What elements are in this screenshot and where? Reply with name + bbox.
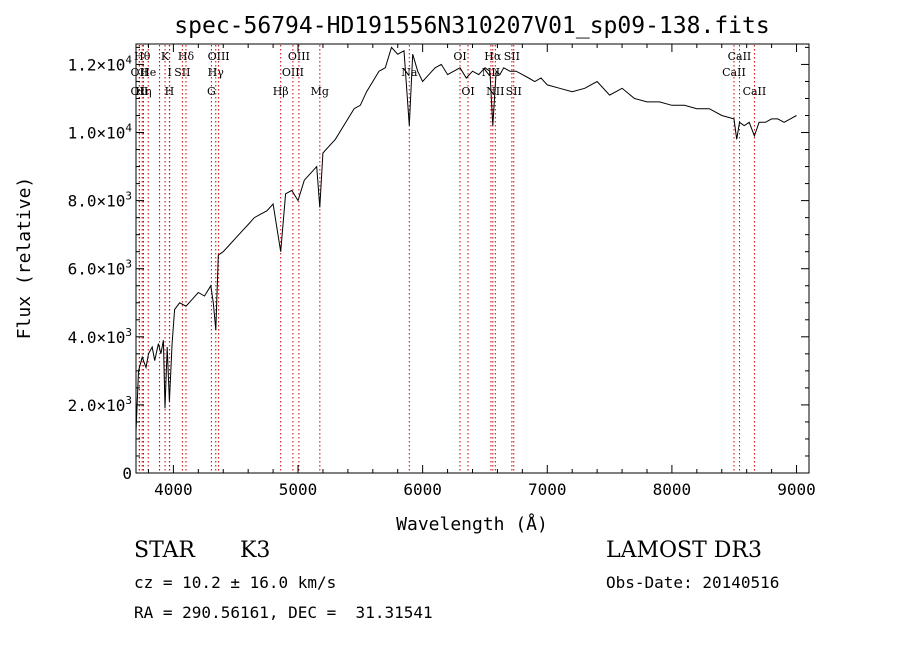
x-tick-label: 5000 <box>279 480 318 499</box>
survey-name: LAMOST DR3 <box>606 538 762 563</box>
line-marker-label: OII <box>131 85 149 98</box>
line-marker-label: OIII <box>288 50 310 63</box>
line-marker-label: Na <box>401 66 418 79</box>
x-tick-label: 8000 <box>653 480 692 499</box>
x-tick-label: 7000 <box>528 480 567 499</box>
line-marker-label: Hδ <box>178 50 195 63</box>
chart-title: spec-56794-HD191556N310207V01_sp09-138.f… <box>174 13 769 39</box>
spectrum-series <box>135 46 797 433</box>
y-tick-label: 0 <box>122 464 132 483</box>
y-tick-label: 8.0×103 <box>68 190 132 211</box>
x-axis-label: Wavelength (Å) <box>396 513 548 535</box>
line-marker-label: OI <box>461 85 474 98</box>
line-marker-label: SII <box>506 85 522 98</box>
line-marker-label: OIII <box>282 66 304 79</box>
line-marker-label: Mg <box>311 85 329 98</box>
x-tick-label: 6000 <box>403 480 442 499</box>
y-tick-label: 1.2×104 <box>68 53 133 74</box>
spectrum-line <box>135 46 797 433</box>
line-marker-label: SII <box>174 66 190 79</box>
x-tick-label: 4000 <box>154 480 193 499</box>
y-axis-label: Flux (relative) <box>14 177 35 340</box>
object-subclass: K3 <box>240 538 271 563</box>
spectrum-chart: spec-56794-HD191556N310207V01_sp09-138.f… <box>14 13 816 535</box>
line-marker-label: Hβ <box>273 85 289 98</box>
y-axis-ticks: 0 2.0×103 4.0×103 6.0×103 8.0×103 1.0×104 1.2×… <box>68 46 809 483</box>
line-marker-label: OIII <box>208 50 230 63</box>
x-tick-label: 9000 <box>777 480 816 499</box>
line-marker-label: CaII <box>728 50 752 63</box>
line-marker-label: G <box>207 85 216 98</box>
line-marker-label: Hγ <box>208 66 225 79</box>
line-marker-label: Hα <box>484 50 502 63</box>
line-marker-label: OI <box>453 50 466 63</box>
y-tick-label: 1.0×104 <box>68 122 133 143</box>
line-marker-label: CaII <box>722 66 746 79</box>
redshift-cz: cz = 10.2 ± 16.0 km/s <box>134 573 337 592</box>
y-tick-label: 2.0×103 <box>68 394 132 415</box>
observation-date: Obs-Date: 20140516 <box>606 573 780 592</box>
object-class: STAR <box>134 538 195 563</box>
line-marker-label: H <box>165 85 175 98</box>
coordinates: RA = 290.56161, DEC = 31.31541 <box>134 603 433 622</box>
line-marker-label: Hη <box>135 85 151 98</box>
line-marker-label: K <box>161 50 170 63</box>
line-marker-label: CaII <box>743 85 767 98</box>
line-marker-label: SII <box>504 50 520 63</box>
line-marker-label: He <box>140 66 156 79</box>
y-tick-label: 6.0×103 <box>68 258 132 279</box>
line-marker-label: I <box>167 66 171 79</box>
x-axis-ticks: 4000 5000 6000 7000 8000 9000 <box>147 44 816 499</box>
y-tick-label: 4.0×103 <box>68 326 132 347</box>
line-marker-label: Hθ <box>134 50 151 63</box>
